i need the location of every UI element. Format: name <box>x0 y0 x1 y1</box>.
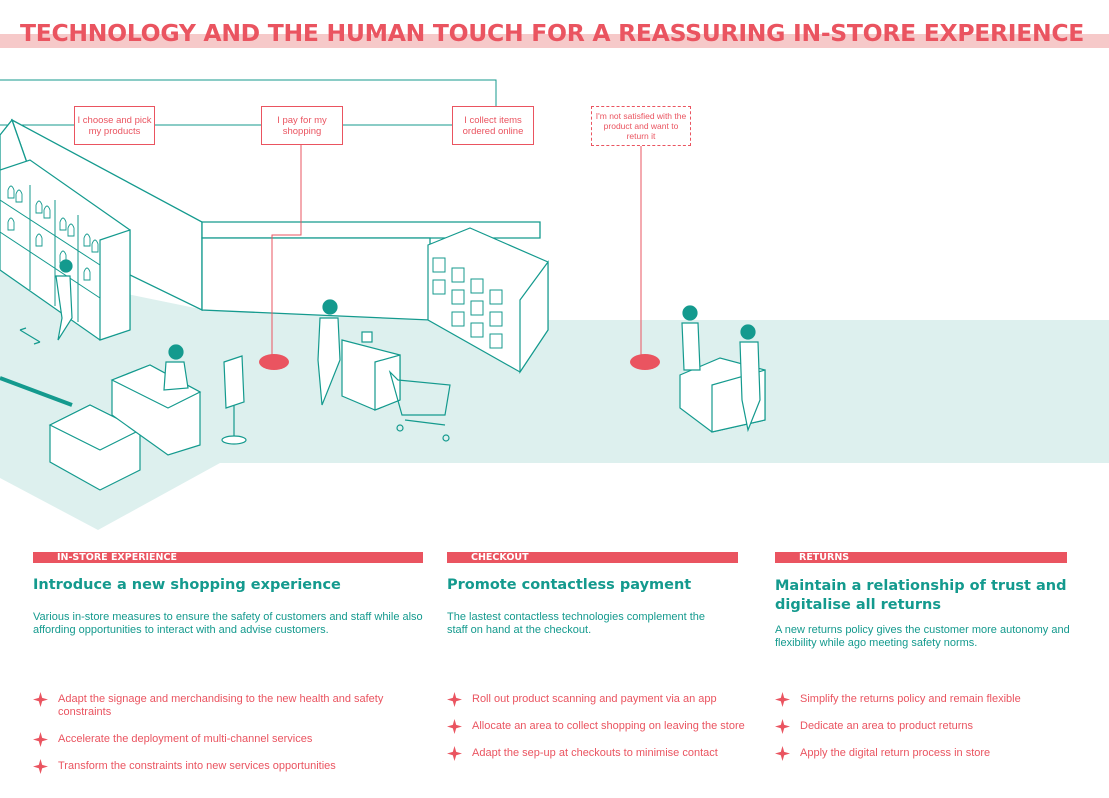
list-item: Dedicate an area to product returns <box>775 719 1085 734</box>
floor-path <box>0 376 73 407</box>
four-point-star-icon <box>33 759 48 774</box>
checkout-counter <box>341 331 401 411</box>
store-illustration <box>0 79 1109 530</box>
journey-step-choose: I choose and pick my products <box>74 106 155 145</box>
direction-arrow <box>19 327 41 345</box>
journey-step-return: I'm not satisfied with the product and w… <box>591 106 691 146</box>
list-item: Allocate an area to collect shopping on … <box>447 719 747 734</box>
people <box>55 259 761 433</box>
four-point-star-icon <box>33 692 48 707</box>
pay-location-marker <box>259 354 289 370</box>
four-point-star-icon <box>447 692 462 707</box>
four-point-star-icon <box>775 719 790 734</box>
shelving-units <box>0 159 131 341</box>
list-item: Apply the digital return process in stor… <box>775 746 1085 761</box>
bullet-list-returns: Simplify the returns policy and remain f… <box>775 692 1085 774</box>
four-point-star-icon <box>447 719 462 734</box>
store-floor <box>0 268 1109 530</box>
title-highlight-band <box>0 34 1109 48</box>
section-heading: Introduce a new shopping experience <box>33 577 341 593</box>
section-tag: RETURNS <box>775 552 1067 563</box>
shopping-trolley <box>388 369 451 442</box>
journey-step-pay: I pay for my shopping <box>261 106 343 145</box>
list-item: Roll out product scanning and payment vi… <box>447 692 747 707</box>
section-tag: IN-STORE EXPERIENCE <box>33 552 423 563</box>
section-description: Various in-store measures to ensure the … <box>33 611 423 636</box>
signage-stand <box>221 355 247 445</box>
return-location-marker <box>630 354 660 370</box>
section-description: The lastest contactless technologies com… <box>447 611 706 636</box>
section-description: A new returns policy gives the customer … <box>775 624 1070 649</box>
column-in-store: IN-STORE EXPERIENCE Introduce a new shop… <box>33 552 423 637</box>
bullet-list-checkout: Roll out product scanning and payment vi… <box>447 692 747 774</box>
section-tag: CHECKOUT <box>447 552 738 563</box>
freezer-counters <box>48 364 202 491</box>
journey-step-collect: I collect items ordered online <box>452 106 534 145</box>
four-point-star-icon <box>33 732 48 747</box>
column-returns: RETURNS Maintain a relationship of trust… <box>775 552 1070 650</box>
bullet-list-in-store: Adapt the signage and merchandising to t… <box>33 692 403 787</box>
page-title: TECHNOLOGY AND THE HUMAN TOUCH FOR A REA… <box>20 19 1085 47</box>
column-checkout: CHECKOUT Promote contactless payment The… <box>447 552 738 637</box>
list-item: Adapt the signage and merchandising to t… <box>33 692 403 719</box>
collection-lockers <box>427 227 549 374</box>
section-heading: Promote contactless payment <box>447 577 692 593</box>
list-item: Adapt the sep-up at checkouts to minimis… <box>447 746 747 761</box>
four-point-star-icon <box>447 746 462 761</box>
four-point-star-icon <box>775 746 790 761</box>
section-heading: Maintain a relationship of trust and dig… <box>775 578 1067 613</box>
four-point-star-icon <box>775 692 790 707</box>
list-item: Transform the constraints into new servi… <box>33 759 403 774</box>
list-item: Accelerate the deployment of multi-chann… <box>33 732 403 747</box>
list-item: Simplify the returns policy and remain f… <box>775 692 1085 707</box>
